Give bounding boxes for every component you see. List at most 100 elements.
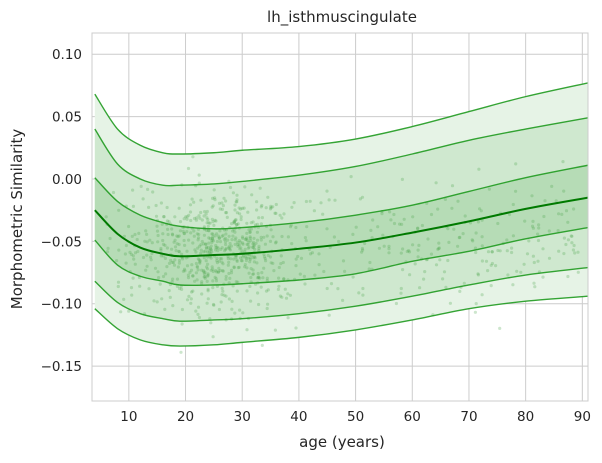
data-point [177,234,181,238]
data-point [241,255,245,259]
data-point [170,227,174,231]
data-point [196,257,200,261]
data-point [511,283,515,287]
data-point [456,199,460,203]
data-point [436,207,440,211]
data-point [442,270,447,274]
data-point [205,221,209,225]
data-point [363,241,367,246]
data-point [147,287,151,291]
data-point [218,257,222,261]
data-point [537,226,541,230]
data-point [129,286,134,290]
data-point [210,236,215,240]
y-tick-labels: −0.15 −0.10 −0.05 0.00 0.05 0.10 [41,47,82,375]
data-point [210,217,214,221]
data-point [278,294,282,298]
data-point [260,216,264,220]
data-point [212,188,216,192]
data-point [190,290,194,294]
data-point [480,244,484,248]
data-point [489,263,493,267]
data-point [206,218,210,222]
data-point [294,257,298,261]
data-point [205,267,210,271]
data-point [473,310,477,314]
data-point [236,266,240,270]
data-point [361,248,365,252]
data-point [541,247,545,251]
data-point [243,255,248,259]
data-point [185,230,189,234]
data-point [246,256,250,260]
data-point [115,259,119,263]
data-point [305,225,309,229]
data-point [280,234,284,239]
data-point [189,297,193,301]
data-point [251,220,255,224]
data-point [257,246,261,250]
data-point [456,244,460,248]
data-point [514,189,518,193]
data-point [236,244,240,248]
data-point [570,234,574,238]
data-point [215,245,219,249]
data-point [474,231,478,235]
data-point [484,259,489,263]
y-tick-label: 0.00 [52,172,82,188]
data-point [252,244,256,248]
data-point [408,273,412,277]
data-point [269,204,273,208]
data-point [235,223,239,227]
chart-title: lh_isthmuscingulate [267,8,417,27]
data-point [231,191,235,195]
data-point [249,239,253,243]
data-point [394,301,398,306]
data-point [317,252,321,256]
data-point [195,216,199,220]
data-point [176,235,180,239]
data-point [212,223,216,227]
data-point [282,277,286,281]
data-point [510,250,514,255]
data-point [260,203,264,208]
data-point [264,259,268,263]
data-point [234,280,238,284]
data-point [218,268,222,273]
data-point [262,252,266,257]
data-point [217,236,221,240]
data-point [317,263,321,267]
data-point [124,261,128,265]
data-point [154,203,158,208]
data-point [250,254,254,258]
data-point [303,282,307,286]
data-point [341,298,345,302]
data-point [354,225,358,229]
data-point [349,175,353,179]
data-point [251,256,255,260]
data-point [246,246,250,250]
data-point [238,308,242,312]
data-point [274,241,278,245]
data-point [181,269,185,273]
data-point [207,251,211,255]
data-point [189,268,194,272]
data-point [210,239,214,243]
data-point [452,227,456,231]
data-point [200,239,204,244]
data-point [156,270,160,274]
data-point [228,247,232,251]
data-point [207,221,211,225]
data-point [256,291,260,295]
data-point [167,289,171,293]
data-point [400,222,404,226]
data-point [177,242,181,247]
data-point [254,241,258,245]
data-point [215,270,219,274]
data-point [224,294,228,298]
data-point [155,300,159,304]
data-point [532,281,536,285]
data-point [207,241,211,245]
data-point [437,241,441,245]
x-tick-label: 90 [574,409,591,425]
